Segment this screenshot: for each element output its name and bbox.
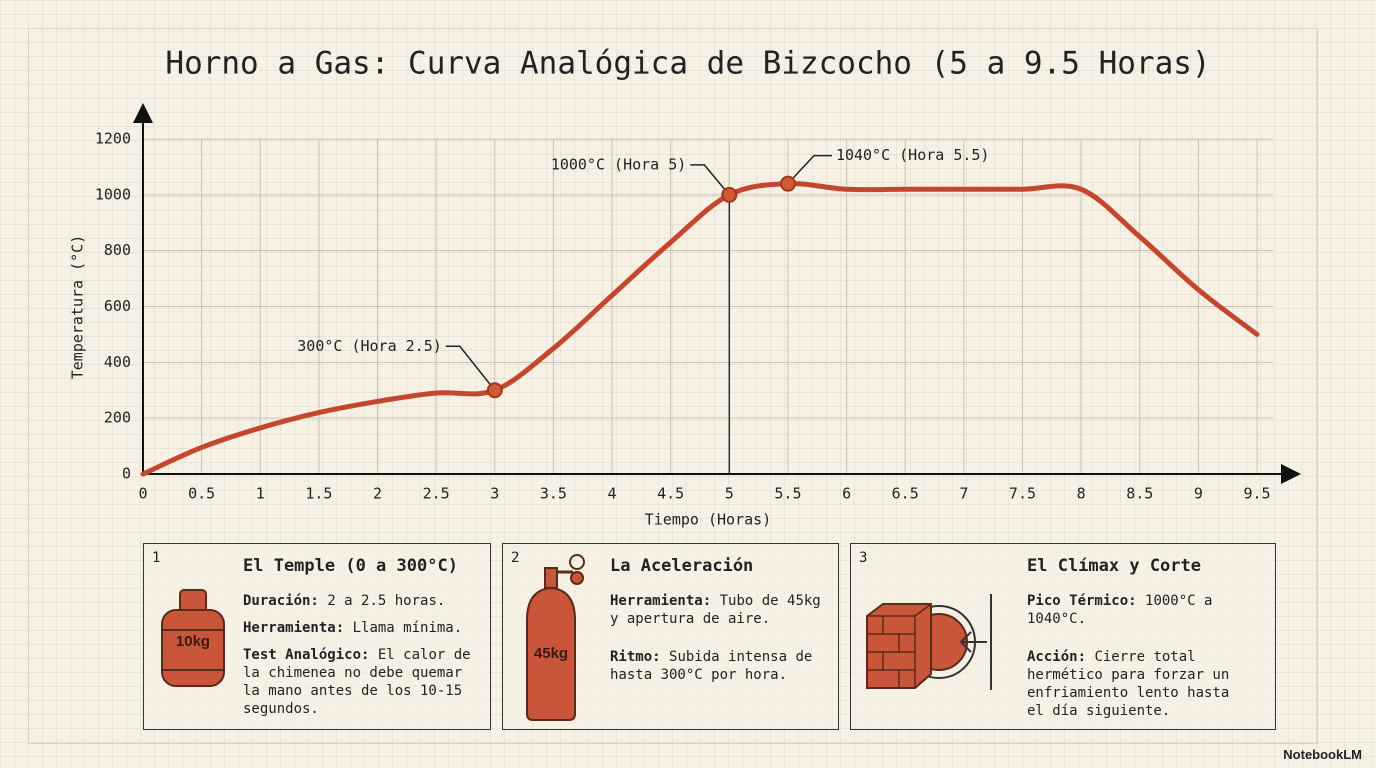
- card-item: Acción: Cierre total hermético para forz…: [1027, 648, 1252, 720]
- item-label: Acción:: [1027, 649, 1087, 665]
- card-number: 2: [511, 550, 520, 566]
- x-tick-label: 4: [608, 485, 617, 503]
- card-item: Herramienta: Llama mínima.: [243, 619, 478, 637]
- item-label: Duración:: [243, 593, 319, 609]
- x-tick-label: 9: [1194, 485, 1203, 503]
- annotation-label: 1000°C (Hora 5): [551, 155, 686, 173]
- icon-label: 45kg: [534, 645, 568, 662]
- x-tick-label: 1: [256, 485, 265, 503]
- x-tick-label: 8.5: [1126, 485, 1153, 503]
- card-number: 3: [859, 550, 868, 566]
- annotation-dot: [486, 382, 503, 399]
- frame: [28, 28, 1318, 744]
- x-tick-label: 6.5: [892, 485, 919, 503]
- item-label: Ritmo:: [610, 649, 661, 665]
- annotation-label: 1040°C (Hora 5.5): [836, 146, 990, 164]
- card-body: Pico Térmico: 1000°C a 1040°C. Acción: Ci…: [1027, 592, 1252, 729]
- card-item: Duración: 2 a 2.5 horas.: [243, 592, 478, 610]
- x-tick-label: 8: [1077, 485, 1086, 503]
- icon-label: 10kg: [176, 633, 210, 650]
- x-tick-label: 1.5: [305, 485, 332, 503]
- x-tick-label: 4.5: [657, 485, 684, 503]
- annotation-label: 300°C (Hora 2.5): [297, 337, 442, 355]
- item-text: Llama mínima.: [352, 620, 463, 636]
- data-line: [140, 181, 1260, 477]
- y-axis-label: Temperatura (°C): [69, 235, 87, 380]
- y-tick-label: 400: [104, 353, 131, 371]
- annotation-dot: [721, 186, 738, 203]
- item-text: El calor de la chimenea no debe quemar l…: [243, 647, 471, 717]
- card: 3 El Clímax y Corte Pico Térmico: 1000°C…: [850, 543, 1276, 730]
- card: 2 La Aceleración 45kg Herramienta: Tubo …: [502, 543, 839, 730]
- item-text: Cierre total hermético para forzar un en…: [1027, 649, 1230, 719]
- item-label: Herramienta:: [243, 620, 345, 636]
- x-tick-label: 7: [959, 485, 968, 503]
- card-number: 1: [152, 550, 161, 566]
- card-item: Ritmo: Subida intensa de hasta 300°C por…: [610, 648, 825, 684]
- y-tick-label: 1200: [95, 130, 131, 148]
- leader-line: [787, 154, 832, 185]
- item-text: 1000°C a 1040°C.: [1027, 593, 1213, 627]
- card-item: Test Analógico: El calor de la chimenea …: [243, 646, 478, 718]
- card-title: La Aceleración: [610, 556, 754, 576]
- x-tick-label: 3: [490, 485, 499, 503]
- card-body: Duración: 2 a 2.5 horas. Herramienta: Lla…: [243, 592, 478, 727]
- item-text: Tubo de 45kg y apertura de aire.: [610, 593, 821, 627]
- card-item: Herramienta: Tubo de 45kg y apertura de …: [610, 592, 825, 628]
- chart: Horno a Gas: Curva Analógica de Bizcocho…: [69, 46, 1301, 529]
- kiln-icon: [866, 594, 992, 690]
- annotation-dot: [779, 175, 796, 192]
- x-tick-label: 2: [373, 485, 382, 503]
- card: 1 El Temple (0 a 300°C) 10kg Duración: 2…: [143, 543, 491, 730]
- footer-brand: NotebookLM: [1283, 747, 1362, 762]
- card-title: El Temple (0 a 300°C): [243, 556, 458, 576]
- y-tick-label: 600: [104, 297, 131, 315]
- y-tick-label: 0: [122, 465, 131, 483]
- x-axis-label: Tiempo (Horas): [645, 511, 771, 529]
- item-text: 2 a 2.5 horas.: [327, 593, 446, 609]
- y-tick-label: 200: [104, 409, 131, 427]
- card-item: Pico Térmico: 1000°C a 1040°C.: [1027, 592, 1252, 628]
- item-text: Subida intensa de hasta 300°C por hora.: [610, 649, 813, 683]
- leader-line: [445, 345, 496, 391]
- x-tick-label: 2.5: [423, 485, 450, 503]
- chart-title: Horno a Gas: Curva Analógica de Bizcocho…: [165, 46, 1210, 82]
- card-body: Herramienta: Tubo de 45kg y apertura de …: [610, 592, 825, 693]
- x-tick-label: 6: [842, 485, 851, 503]
- y-tick-label: 1000: [95, 185, 131, 203]
- item-label: Herramienta:: [610, 593, 712, 609]
- item-label: Test Analógico:: [243, 647, 370, 663]
- item-label: Pico Térmico:: [1027, 593, 1137, 609]
- x-tick-label: 5.5: [774, 485, 801, 503]
- x-tick-label: 5: [725, 485, 734, 503]
- card-title: El Clímax y Corte: [1027, 556, 1201, 576]
- gas-bottle-icon: 10kg: [161, 589, 225, 687]
- x-tick-label: 0.5: [188, 485, 215, 503]
- y-tick-label: 800: [104, 241, 131, 259]
- x-tick-label: 9.5: [1243, 485, 1270, 503]
- gas-cylinder-icon: 45kg: [526, 554, 585, 721]
- x-tick-label: 7.5: [1009, 485, 1036, 503]
- leader-line: [690, 164, 730, 196]
- x-tick-label: 3.5: [540, 485, 567, 503]
- x-tick-label: 0: [138, 485, 147, 503]
